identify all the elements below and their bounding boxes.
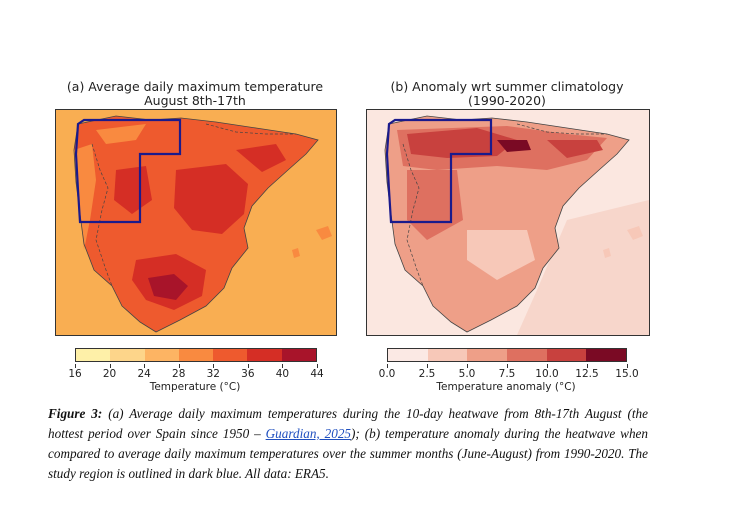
panel-a-title-line1: (a) Average daily maximum temperature (66, 79, 324, 94)
map-panel-a (55, 109, 337, 336)
colorbar-b-tick-label: 0.0 (378, 368, 396, 380)
colorbar-b-label: Temperature anomaly (°C) (436, 381, 576, 393)
colorbar-a-tickmark (282, 364, 284, 368)
colorbar-b-tickmark (507, 364, 508, 368)
colorbar-b-tickmark (467, 364, 468, 368)
colorbar-b-tick-label: 15.0 (615, 368, 639, 380)
colorbar-a-segment-1 (110, 349, 145, 361)
colorbar-a-segment-0 (76, 349, 111, 361)
colorbar-b-tick-label: 12.5 (575, 368, 599, 380)
caption-text-part2: ); (b) temperature anomaly during the he… (48, 426, 648, 481)
colorbar-b-segment-0 (388, 349, 428, 361)
colorbar-b-tick-label: 2.5 (418, 368, 436, 380)
colorbar-a-tick-label: 24 (137, 368, 151, 380)
colorbar-b-tickmark (587, 364, 588, 368)
colorbar-a-tickmark (317, 364, 318, 368)
panel-a-title-line2: August 8th-17th (144, 93, 246, 108)
colorbar-b-tickmark (547, 364, 548, 368)
colorbar-b (387, 348, 627, 362)
guardian-link[interactable]: Guardian, 2025 (265, 426, 352, 441)
study-region-outline-a (74, 118, 182, 224)
colorbar-b-tickmark (387, 364, 388, 368)
colorbar-a-tick-label: 28 (172, 368, 186, 380)
colorbar-b-tickmark (627, 364, 628, 368)
colorbar-a-tick-label: 44 (310, 368, 324, 380)
colorbar-a-tick-label: 36 (241, 368, 255, 380)
figure-caption: Figure 3: (a) Average daily maximum temp… (48, 404, 648, 484)
panel-b-title: (b) Anomaly wrt summer climatology (1990… (366, 80, 648, 108)
colorbar-b-segment-2 (467, 349, 508, 361)
colorbar-a-tick-label: 40 (275, 368, 290, 380)
caption-label: Figure 3: (48, 406, 103, 421)
colorbar-b-tick-label: 7.5 (498, 368, 516, 380)
colorbar-b-segment-5 (586, 349, 627, 361)
colorbar-a-tickmark (144, 364, 146, 368)
colorbar-a-segment-6 (281, 349, 316, 361)
study-region-outline-b (385, 118, 493, 224)
colorbar-a-tickmark (75, 364, 76, 368)
panel-b-title-line2: (1990-2020) (468, 93, 546, 108)
colorbar-b-segment-3 (507, 349, 547, 361)
colorbar-a-segment-4 (213, 349, 248, 361)
hot-core-center (174, 164, 248, 234)
caption-text-part1: (a) Average daily maximum temperatures d… (48, 406, 648, 441)
panel-a-title: (a) Average daily maximum temperature Au… (55, 80, 335, 108)
colorbar-a-segment-2 (144, 349, 179, 361)
colorbar-a-tick-label: 20 (102, 368, 117, 380)
colorbar-a-tickmark (109, 364, 111, 368)
colorbar-a-tickmark (247, 364, 249, 368)
colorbar-a-segment-3 (178, 349, 214, 361)
colorbar-b-tick-label: 5.0 (458, 368, 476, 380)
panel-b-title-line1: (b) Anomaly wrt summer climatology (390, 79, 624, 94)
colorbar-b-segment-1 (427, 349, 468, 361)
colorbar-a (75, 348, 317, 362)
colorbar-b-segment-4 (546, 349, 587, 361)
colorbar-a-label: Temperature (°C) (149, 381, 241, 393)
colorbar-b-tick-label: 10.0 (535, 368, 559, 380)
colorbar-a-tickmark (178, 364, 180, 368)
colorbar-a-tickmark (213, 364, 215, 368)
colorbar-a-tick-label: 32 (206, 368, 220, 380)
colorbar-b-tickmark (427, 364, 428, 368)
colorbar-a-tick-label: 16 (68, 368, 82, 380)
colorbar-a-segment-5 (247, 349, 282, 361)
map-panel-b (366, 109, 650, 336)
